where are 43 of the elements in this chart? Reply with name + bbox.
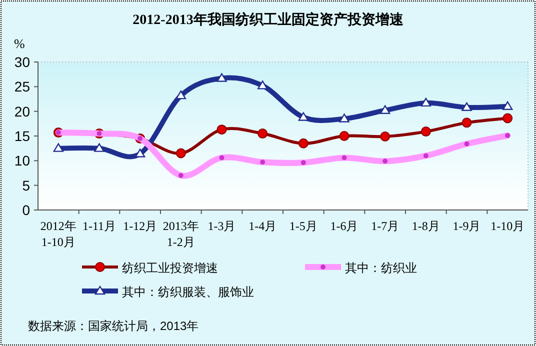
x-tick-label: 1-8月	[412, 219, 440, 233]
point	[420, 98, 432, 107]
point	[339, 114, 350, 122]
y-tick-label: 0	[22, 202, 30, 218]
x-tick-label: 1-7月	[371, 219, 400, 233]
x-tick-label: 1-3月	[208, 219, 236, 233]
y-tick-label: 25	[14, 78, 30, 95]
legend-label: 其中：纺织业	[345, 261, 417, 275]
point	[216, 124, 227, 135]
point	[339, 131, 350, 141]
x-tick-label: 1-11月	[82, 219, 116, 233]
legend-label: 纺织工业投资增速	[122, 261, 218, 275]
y-tick-label: 30	[14, 54, 30, 70]
point	[94, 143, 104, 152]
y-tick-label: 10	[14, 152, 30, 169]
legend-label: 其中：纺织服装、服饰业	[122, 285, 254, 299]
chart-title: 2012-2013年我国纺织工业固定资产投资增速	[132, 11, 404, 28]
x-tick-label: 1-6月	[330, 219, 358, 233]
point	[380, 131, 390, 142]
point	[176, 90, 186, 100]
x-tick-label: 2012年 1-10月	[40, 219, 76, 249]
x-tick-label: 1-10月	[490, 219, 525, 233]
y-tick-label: 15	[14, 128, 30, 144]
point	[216, 73, 227, 82]
point	[502, 113, 513, 124]
point	[176, 148, 186, 158]
point	[53, 143, 64, 152]
y-axis-title: %	[14, 36, 25, 51]
point	[502, 101, 513, 110]
x-tick-label: 1-5月	[289, 219, 318, 233]
point	[298, 138, 308, 148]
y-tick-label: 20	[14, 103, 30, 120]
point	[258, 128, 268, 139]
x-tick-label: 1-9月	[452, 219, 481, 233]
source-note: 数据来源：国家统计局，2013年	[28, 319, 199, 333]
point	[380, 105, 390, 114]
x-tick-label: 2013年 1-2月	[162, 219, 199, 249]
point	[420, 126, 431, 137]
point	[462, 118, 472, 128]
x-tick-label: 1-12月	[123, 219, 158, 233]
y-tick-label: 5	[22, 177, 30, 194]
point	[462, 102, 472, 111]
x-tick-label: 1-4月	[248, 219, 277, 233]
